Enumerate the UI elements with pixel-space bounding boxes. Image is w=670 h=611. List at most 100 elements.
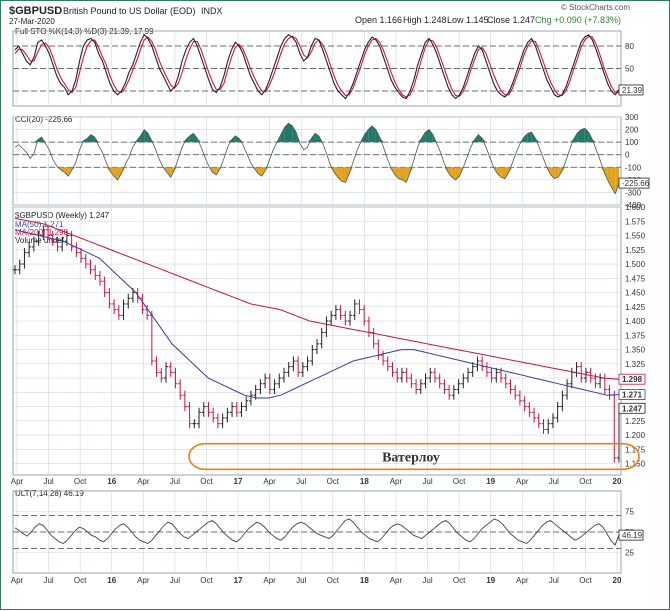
ult-xtick: Oct	[327, 576, 340, 585]
cci-neg-fill	[554, 167, 559, 179]
ult-xtick: Jul	[549, 576, 559, 585]
price-ytick: 1.400	[625, 317, 646, 326]
ma200-tag: 1.298	[622, 375, 643, 384]
cci-neg-fill	[558, 167, 563, 178]
cci-pos-fill	[33, 139, 38, 143]
sto-k-line	[14, 33, 620, 100]
ult-ytick: 75	[625, 508, 634, 517]
ult-xtick: Oct	[453, 576, 466, 585]
price-xtick: Apr	[263, 477, 276, 486]
cci-pos-fill	[79, 140, 84, 143]
cci-pos-fill	[581, 128, 585, 143]
ma200-legend: MA(200) 1.298	[15, 228, 68, 237]
price-ytick: 1.200	[625, 431, 646, 440]
exchange-label: INDX	[201, 6, 223, 16]
sto-value-tag: 21.39	[622, 86, 643, 95]
price-xtick: Oct	[200, 477, 213, 486]
cci-pos-fill	[524, 133, 528, 143]
cci-ytick: 0	[625, 151, 630, 160]
price-xtick: Apr	[390, 477, 403, 486]
ma200-line	[14, 217, 620, 380]
cci-pos-fill	[311, 133, 316, 143]
sto-value-tag-box	[618, 84, 644, 96]
cci-neg-fill	[607, 167, 612, 188]
price-panel-label: $GBPUSD (Weekly) 1.247	[15, 211, 110, 220]
cci-pos-fill	[37, 137, 42, 143]
ma50-tag-box	[618, 389, 646, 401]
ult-xtick: Jul	[170, 576, 180, 585]
ma50-line	[14, 229, 620, 399]
ult-xtick: Jul	[422, 576, 432, 585]
cci-panel-label: CCI(20) -225.66	[15, 115, 73, 124]
price-xtick: 16	[107, 477, 116, 486]
ult-xtick: Apr	[263, 576, 276, 585]
cci-neg-fill	[448, 167, 452, 178]
cci-pos-fill	[292, 125, 297, 143]
cci-pos-fill	[235, 135, 240, 143]
cci-neg-fill	[334, 167, 338, 178]
cci-pos-fill	[372, 125, 376, 143]
ult-value-tag: 46.19	[622, 531, 643, 540]
price-ytick: 1.375	[625, 331, 646, 340]
cci-neg-fill	[345, 167, 350, 183]
cci-pos-fill	[584, 128, 589, 143]
price-xtick: Jul	[296, 477, 306, 486]
cci-neg-fill	[166, 167, 171, 178]
cci-pos-fill	[288, 123, 293, 143]
cci-ytick: -300	[625, 188, 642, 197]
quote-close: Close 1.247	[487, 15, 536, 25]
cci-neg-fill	[451, 167, 456, 180]
price-ytick: 1.575	[625, 217, 646, 226]
price-xtick: Oct	[327, 477, 340, 486]
price-ytick: 1.325	[625, 360, 646, 369]
cci-pos-fill	[364, 129, 369, 143]
cci-pos-fill	[284, 123, 289, 143]
price-xtick: Oct	[74, 477, 87, 486]
cci-value-tag: -225.66	[622, 179, 650, 188]
cci-neg-fill	[220, 167, 224, 169]
price-ytick: 1.600	[625, 203, 646, 212]
cci-pos-fill	[185, 135, 190, 143]
cci-pos-fill	[151, 140, 156, 143]
price-ytick: 1.550	[625, 232, 646, 241]
ma50-legend: MA(50) 1.271	[15, 220, 64, 229]
cci-neg-fill	[337, 167, 342, 182]
chart-date: 27-Mar-2020	[9, 17, 55, 26]
sto-ytick: 50	[625, 65, 634, 74]
ult-ytick: 25	[625, 549, 634, 558]
cci-ytick: 200	[625, 126, 639, 135]
cci-ytick: 100	[625, 138, 639, 147]
price-xtick: Jul	[170, 477, 180, 486]
cci-pos-fill	[193, 133, 198, 143]
last-close-tag: 1.247	[622, 404, 643, 413]
cci-value-tag-box	[618, 177, 650, 189]
cci-pos-fill	[231, 135, 236, 143]
ult-xtick: Apr	[516, 576, 529, 585]
quote-open: Open 1.166	[355, 15, 403, 25]
cci-neg-fill	[117, 167, 122, 180]
cci-pos-fill	[474, 134, 479, 143]
source-credit: © StockCharts.com	[561, 3, 631, 12]
ma50-tag: 1.271	[622, 391, 643, 400]
cci-pos-fill	[527, 132, 532, 143]
cci-neg-fill	[508, 167, 513, 173]
symbol-title: $GBPUSD	[9, 5, 63, 17]
price-xtick: Oct	[579, 477, 592, 486]
quote-change: Chg +0.090 (+7.83%)	[535, 15, 622, 25]
price-ytick: 1.175	[625, 445, 646, 454]
price-xtick: Apr	[11, 477, 24, 486]
price-xtick: 18	[360, 477, 369, 486]
ult-value-tag-box	[618, 529, 644, 541]
ult-xtick: Apr	[11, 576, 24, 585]
ult-line	[14, 518, 620, 546]
ult-xtick: Jul	[43, 576, 53, 585]
price-xtick: 17	[234, 477, 243, 486]
ult-xtick: Apr	[137, 576, 150, 585]
cci-frame	[12, 116, 622, 206]
cci-neg-fill	[611, 167, 616, 194]
price-xtick: 19	[486, 477, 495, 486]
annotation-text: Ватерлоу	[382, 450, 440, 465]
ult-xtick: Oct	[200, 576, 213, 585]
instrument-name: British Pound to US Dollar (EOD)	[63, 6, 196, 16]
cci-pos-fill	[140, 129, 145, 143]
